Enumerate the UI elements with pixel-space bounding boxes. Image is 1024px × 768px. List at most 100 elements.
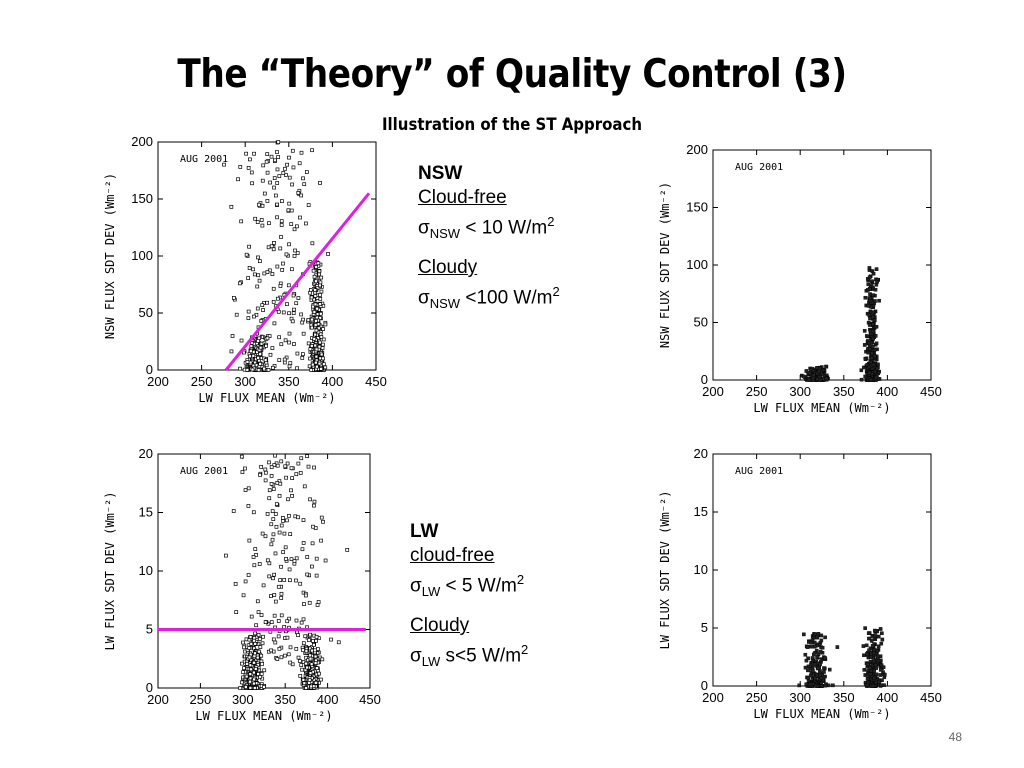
data-point (275, 202, 279, 207)
data-point (308, 356, 312, 361)
data-point (815, 655, 820, 659)
data-point (284, 355, 289, 360)
data-point (266, 245, 271, 250)
data-point (251, 267, 255, 272)
data-point (263, 620, 268, 624)
data-point (815, 635, 820, 639)
data-point (259, 613, 264, 617)
data-point (258, 645, 263, 649)
data-point (865, 362, 870, 367)
data-point (303, 593, 308, 598)
data-point (234, 610, 239, 614)
data-point (260, 531, 265, 536)
data-point (288, 660, 293, 665)
data-point (874, 324, 879, 329)
x-tick-label: 300 (234, 374, 256, 389)
data-point (255, 220, 260, 224)
x-tick-label: 250 (746, 384, 768, 399)
data-point (260, 223, 265, 228)
data-point (876, 679, 881, 684)
data-point (812, 644, 817, 649)
y-tick-label: 5 (701, 620, 708, 635)
data-point (308, 632, 312, 637)
data-point (303, 634, 308, 639)
data-point (875, 280, 879, 284)
data-point (265, 199, 270, 203)
data-point (252, 660, 256, 665)
data-point (874, 267, 879, 271)
data-point (870, 310, 875, 315)
data-point (873, 287, 878, 292)
data-point (278, 481, 283, 486)
data-point (811, 668, 815, 673)
data-point (255, 655, 260, 660)
data-point (281, 518, 285, 523)
data-point (318, 280, 323, 285)
data-point (277, 530, 282, 535)
data-point (865, 652, 869, 656)
data-point (280, 199, 284, 204)
data-point (862, 343, 867, 347)
data-point (297, 161, 302, 166)
data-point (868, 296, 872, 300)
data-point (813, 662, 817, 667)
data-point (305, 454, 309, 459)
data-point (269, 482, 274, 486)
data-point (815, 366, 819, 370)
data-point (271, 286, 276, 291)
data-point (821, 376, 826, 381)
data-point (282, 578, 287, 582)
data-point (812, 640, 817, 645)
data-point (310, 362, 315, 367)
data-point (301, 617, 306, 622)
data-point (304, 649, 309, 654)
lw-scatter-before-svg: 200 250 300 350 400 450 0 5 10 15 20 LW FLUX MEAN (… (103, 446, 381, 723)
data-point (874, 672, 879, 677)
data-point (313, 680, 318, 685)
data-point (285, 162, 289, 167)
data-point (307, 638, 311, 643)
unit-superscript: 2 (547, 214, 555, 229)
data-point (326, 252, 330, 256)
data-point (243, 488, 248, 492)
data-point (282, 360, 287, 365)
lw-scatter-after-qc: 200 250 300 350 400 450 0 5 10 15 20 LW FLUX MEAN (… (655, 442, 945, 738)
nsw-cloudfree-label: Cloud-free (418, 187, 507, 208)
data-point (258, 362, 263, 366)
data-point (317, 269, 322, 274)
data-point (292, 254, 297, 258)
data-point (321, 337, 326, 342)
data-point (256, 672, 261, 676)
data-point (314, 556, 319, 561)
x-tick-label: 200 (147, 374, 169, 389)
criterion-value: < 10 W/m (460, 217, 548, 239)
data-point (271, 517, 276, 521)
data-point (276, 309, 281, 314)
data-point (246, 504, 251, 508)
data-point (291, 293, 296, 298)
data-point (310, 241, 315, 246)
lw-criteria-block: LW cloud-free σLW < 5 W/m2 Cloudy σLW s<… (410, 520, 528, 674)
data-point (270, 272, 275, 276)
x-tick-label: 300 (232, 692, 254, 707)
data-point (283, 338, 288, 343)
data-point (862, 329, 867, 333)
data-point (304, 221, 308, 226)
data-point (872, 370, 877, 374)
data-point (261, 583, 266, 588)
data-point (259, 653, 264, 658)
data-point (321, 519, 325, 524)
data-point (269, 465, 274, 469)
data-point (306, 203, 311, 207)
data-point (294, 472, 299, 477)
data-point (872, 668, 877, 673)
data-point (252, 314, 256, 319)
data-point (248, 360, 253, 365)
sigma-symbol: σ (410, 575, 422, 597)
data-point (273, 551, 278, 556)
data-point (300, 547, 305, 552)
data-point (241, 640, 245, 645)
y-tick-label: 0 (701, 678, 708, 693)
data-point (256, 368, 261, 372)
data-point (873, 299, 877, 303)
